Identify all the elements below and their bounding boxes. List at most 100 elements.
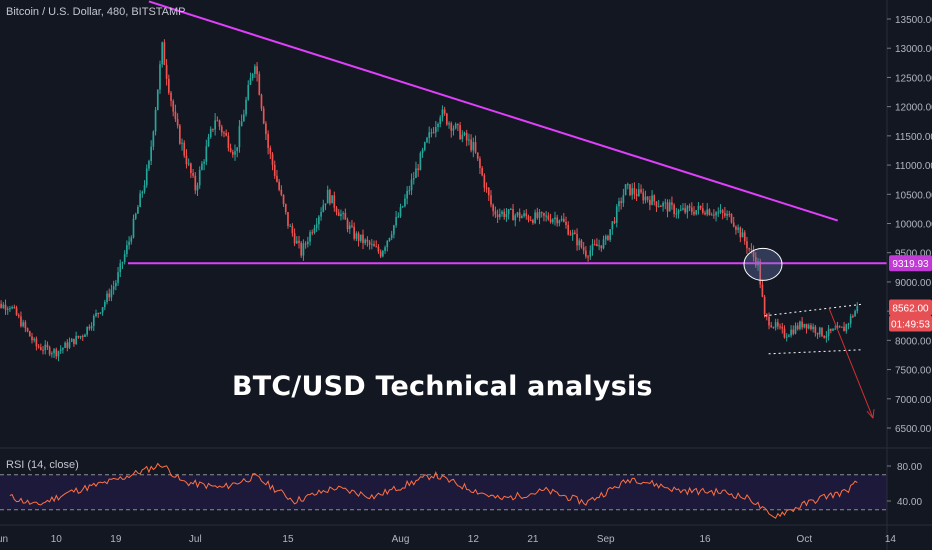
candle [856, 302, 859, 314]
candle [366, 236, 369, 247]
channel-lower-line[interactable] [768, 349, 864, 355]
candle-body [165, 64, 168, 79]
bar-countdown-tag-label: 01:49:53 [891, 320, 930, 331]
candle [238, 120, 241, 153]
candle [346, 217, 349, 233]
candle-body [448, 123, 450, 125]
candle [13, 304, 16, 309]
descending-trendline[interactable] [148, 0, 839, 222]
candle-body [799, 321, 801, 329]
candle [165, 59, 168, 86]
last-price-tag-box [889, 299, 932, 316]
candle [459, 121, 461, 140]
candle-body [183, 142, 186, 156]
projection-arrow-head[interactable] [866, 409, 875, 419]
candle-body [794, 325, 797, 334]
candle-body [653, 195, 656, 202]
candle-body [35, 338, 38, 347]
candle [240, 114, 243, 127]
candle [293, 228, 296, 247]
candle [573, 229, 576, 235]
candle-body [728, 213, 731, 215]
candle-body [423, 142, 426, 150]
candle-body [598, 245, 600, 247]
breakdown-circle[interactable] [743, 247, 783, 281]
candle [300, 241, 303, 258]
candle [139, 190, 141, 208]
last-price-tag[interactable]: 8562.00 [889, 299, 932, 316]
candle [364, 238, 367, 246]
candle-body [673, 204, 675, 214]
candle [715, 211, 717, 222]
candle-body [313, 228, 316, 233]
candle [765, 313, 768, 321]
candle-body [741, 232, 744, 238]
candle [649, 195, 651, 211]
candle [785, 333, 788, 342]
candle [818, 326, 821, 338]
rsi-legend[interactable]: RSI (14, close) [6, 459, 79, 471]
candle-body [801, 321, 803, 328]
candle-body [174, 111, 177, 120]
candle [498, 208, 501, 220]
projection-arrow-line[interactable] [828, 308, 874, 419]
candle [704, 210, 706, 216]
candle [701, 202, 704, 215]
symbol-legend[interactable]: Bitcoin / U.S. Dollar, 480, BITSTAMP [6, 6, 186, 18]
candle [143, 180, 146, 194]
candle [829, 328, 832, 334]
candle-body [64, 342, 66, 348]
candle [476, 152, 479, 162]
candle [384, 245, 386, 254]
candle-body [366, 239, 369, 242]
candle-body [46, 344, 49, 348]
candle-body [620, 201, 623, 204]
candle-body [832, 329, 834, 331]
candle [73, 338, 75, 347]
candle [472, 137, 475, 158]
candle [549, 213, 552, 224]
candle-body [207, 137, 210, 147]
candle [53, 348, 55, 358]
candle-body [201, 163, 203, 170]
candle [618, 197, 620, 212]
candle [397, 212, 400, 219]
candle-body [807, 325, 810, 329]
candle [59, 345, 62, 355]
candle-body [335, 207, 338, 213]
candle-body [649, 199, 651, 205]
candle-body [284, 203, 287, 213]
candle [15, 305, 18, 316]
candle-body [99, 312, 102, 314]
candle [313, 224, 316, 235]
candle-body [306, 241, 309, 244]
candle [254, 64, 256, 78]
candle-body [245, 99, 247, 115]
candle [609, 229, 611, 243]
candle-body [549, 219, 552, 223]
candle [461, 130, 464, 143]
candle [660, 204, 662, 208]
candle [386, 240, 389, 252]
candle [335, 206, 338, 216]
candle [633, 182, 636, 200]
candle-body [2, 304, 5, 308]
support-price-tag[interactable]: 9319.93 [889, 255, 932, 272]
candle-body [20, 316, 22, 327]
price-tick-label: 10500.00 [895, 190, 932, 201]
candle-body [814, 326, 817, 333]
candle-body [384, 247, 386, 251]
candle [90, 322, 93, 331]
candle-body [194, 175, 197, 191]
channel-upper-line[interactable] [764, 303, 864, 317]
drawing-overlays[interactable] [128, 0, 887, 419]
candle [677, 208, 680, 219]
candle-body [0, 303, 2, 308]
candle-body [159, 64, 161, 90]
bar-countdown-tag[interactable]: 01:49:53 [889, 315, 932, 332]
candle-body [825, 335, 828, 338]
candle-body [816, 332, 819, 335]
candle-body [331, 195, 333, 204]
candle-body [593, 244, 596, 246]
